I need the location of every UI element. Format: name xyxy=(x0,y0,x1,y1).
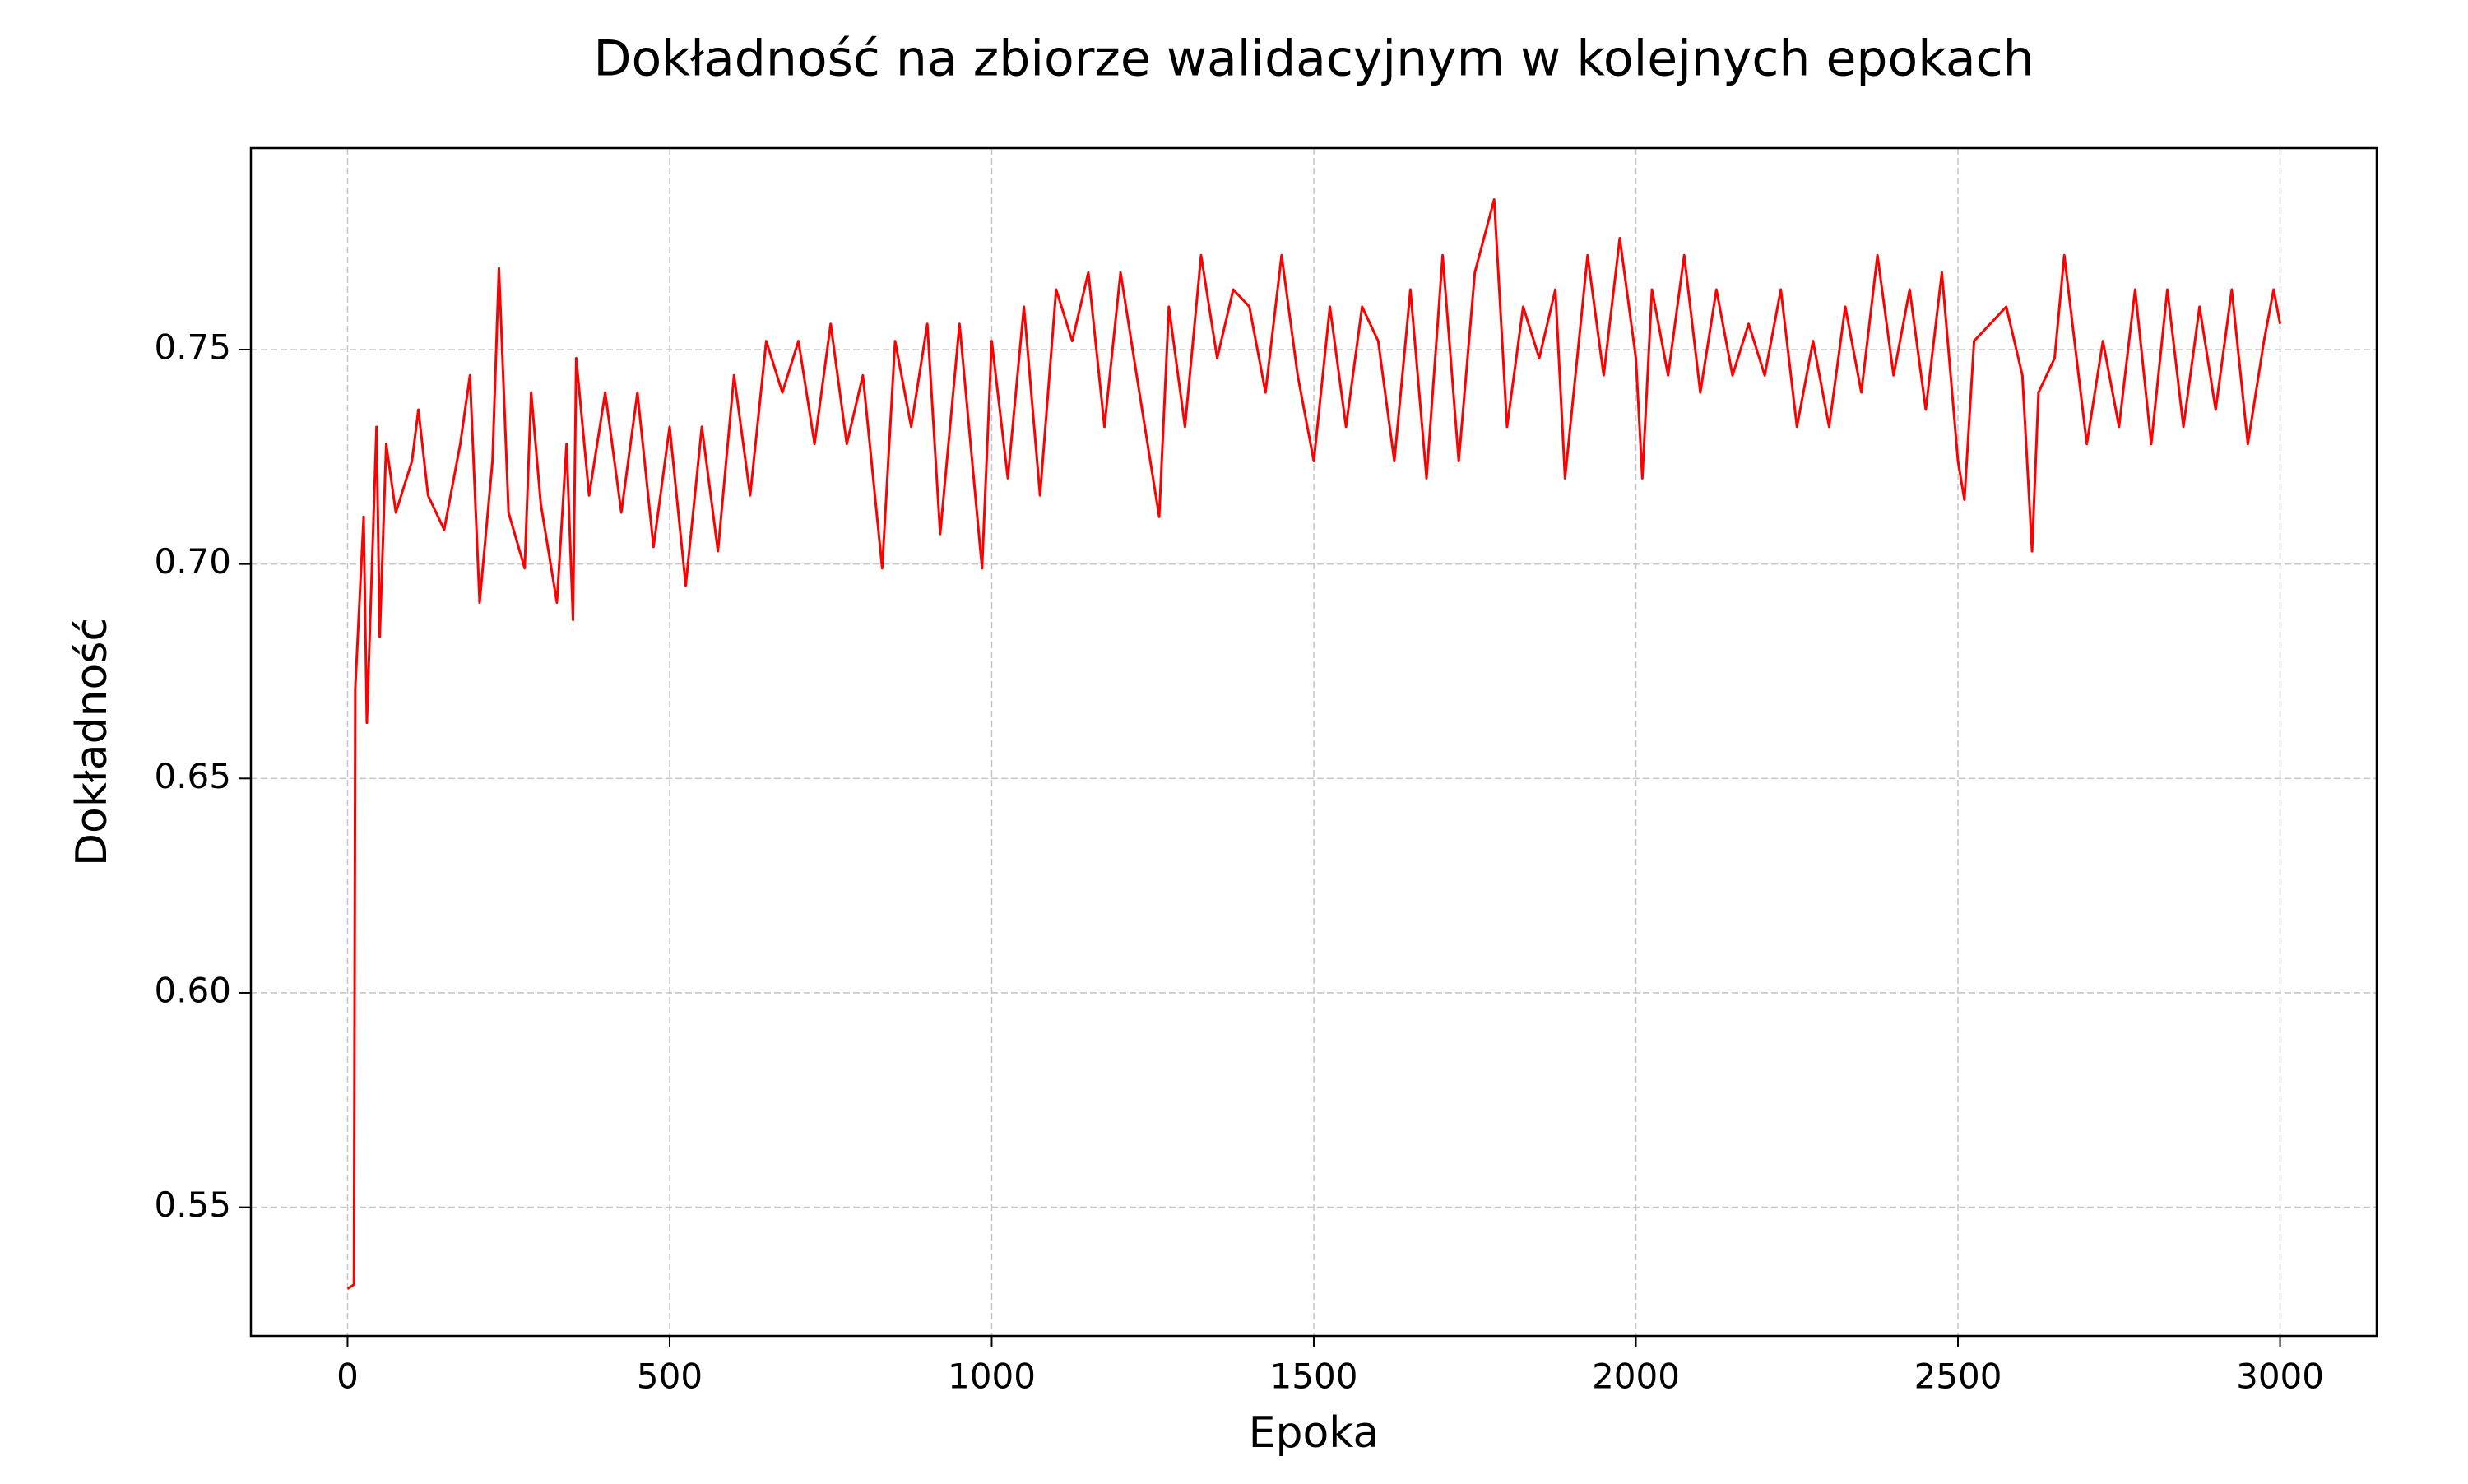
x-tick-label: 500 xyxy=(637,1356,703,1397)
y-tick-label: 0.70 xyxy=(154,541,231,582)
x-axis-label: Epoka xyxy=(1249,1408,1380,1458)
y-tick-label: 0.60 xyxy=(154,970,231,1010)
y-tick-label: 0.55 xyxy=(154,1185,231,1225)
x-tick-label: 2500 xyxy=(1914,1356,2002,1397)
x-tick-label: 1500 xyxy=(1270,1356,1358,1397)
x-tick-label: 0 xyxy=(336,1356,359,1397)
plot-frame xyxy=(249,146,2378,1338)
y-tick-label: 0.65 xyxy=(154,756,231,796)
y-axis-label: Dokładność xyxy=(67,618,117,866)
x-tick-label: 1000 xyxy=(948,1356,1036,1397)
chart-title: Dokładność na zbiorze walidacyjnym w kol… xyxy=(593,30,2034,88)
y-tick-label: 0.75 xyxy=(154,327,231,368)
x-tick-label: 3000 xyxy=(2236,1356,2324,1397)
data-line xyxy=(346,198,2282,1290)
x-tick-label: 2000 xyxy=(1592,1356,1680,1397)
